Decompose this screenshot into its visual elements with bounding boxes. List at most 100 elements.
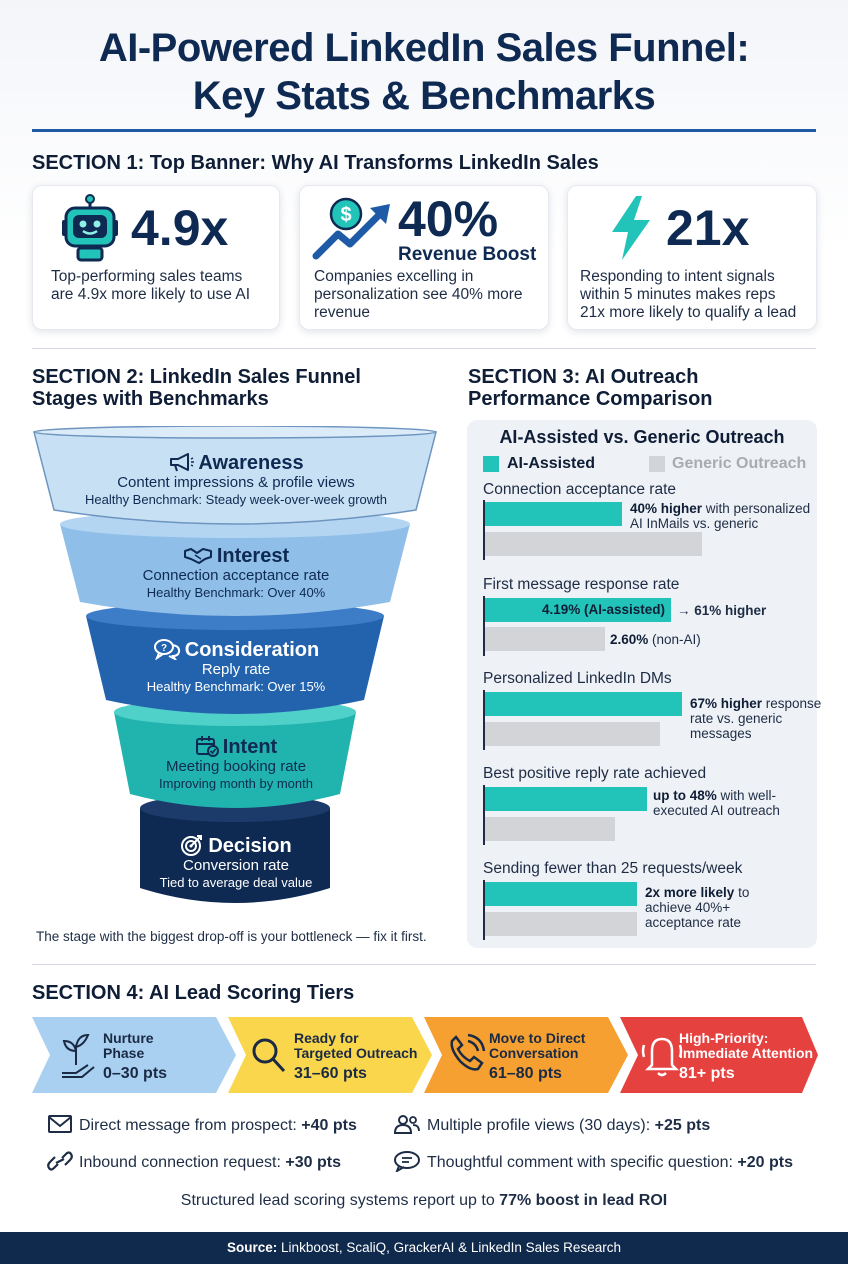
metric-note-text: with well- (716, 788, 777, 803)
stat-description-line: Top-performing sales teams (51, 268, 243, 285)
signal-inbound-connection: Inbound connection request: +30 pts (47, 1150, 341, 1172)
signal-thoughtful-comment: Thoughtful comment with specific questio… (393, 1150, 793, 1174)
metric-note-text: response (762, 696, 822, 711)
metric-note: → 61% higher (677, 603, 767, 618)
section1-heading: SECTION 1: Top Banner: Why AI Transforms… (32, 152, 599, 174)
tier-points: 81+ pts (679, 1065, 735, 1082)
tier-arrow-priority (620, 1017, 818, 1093)
source-text: Linkboost, ScaliQ, GrackerAI & LinkedIn … (277, 1240, 621, 1255)
section2-heading: SECTION 2: LinkedIn Sales Funnel Stages … (32, 366, 361, 410)
legend-label-generic: Generic Outreach (672, 455, 807, 472)
tier-name: Targeted Outreach (294, 1045, 418, 1061)
calendar-check-icon (195, 736, 219, 757)
tier-arrow-targeted (228, 1017, 432, 1093)
title-line-2: Key Stats & Benchmarks (192, 74, 656, 118)
roi-highlight: 77% boost in lead ROI (499, 1192, 668, 1209)
tier-label-nurture: Nurture Phase 0–30 pts (103, 1031, 167, 1083)
signal-direct-message: Direct message from prospect: +40 pts (47, 1114, 357, 1135)
tier-label-targeted: Ready for Targeted Outreach 31–60 pts (294, 1031, 417, 1083)
section-divider (32, 348, 816, 349)
metric-note-highlight: 2x more likely (645, 885, 735, 900)
stage-name: Consideration (184, 639, 320, 661)
stage-benchmark: Improving month by month (159, 776, 313, 791)
section2-heading-line: SECTION 2: LinkedIn Sales Funnel (32, 366, 361, 388)
metric-note-text: messages (690, 726, 752, 741)
stat-description: Responding to intent signals within 5 mi… (580, 268, 796, 322)
svg-text:$: $ (340, 204, 351, 226)
legend-swatch-ai (483, 456, 499, 472)
metric-note-highlight: 40% higher (630, 501, 703, 516)
metric-axis (483, 690, 485, 750)
legend-swatch-generic (649, 456, 665, 472)
stat-description-line: within 5 minutes makes reps (580, 286, 776, 303)
metric-axis (483, 785, 485, 845)
signal-points: +25 pts (654, 1117, 711, 1134)
tier-name: Nurture (103, 1030, 154, 1046)
metric-label: Best positive reply rate achieved (483, 765, 707, 782)
section-divider (32, 964, 816, 965)
signal-points: +40 pts (301, 1117, 357, 1134)
signal-text: Inbound connection request: (79, 1154, 286, 1171)
metric-note: 40% higher with personalized AI InMails … (630, 501, 810, 531)
metric-label: First message response rate (483, 576, 680, 593)
stage-description: Reply rate (201, 661, 271, 678)
chat-bubbles-icon: ? (153, 639, 180, 662)
stage-name: Decision (208, 835, 292, 857)
stat-description-line: 21x more likely to qualify a lead (580, 304, 797, 321)
metric-axis (483, 880, 485, 940)
roi-text: Structured lead scoring systems report u… (180, 1192, 500, 1209)
people-icon (393, 1115, 420, 1134)
tier-name: Move to Direct (489, 1030, 586, 1046)
lead-scoring-tiers (32, 1017, 818, 1093)
funnel-label-interest: Interest Connection acceptance rate Heal… (30, 545, 442, 601)
dollar-growth-icon: $ (312, 197, 390, 260)
metric-note-text: executed AI outreach (653, 803, 780, 818)
bar-ai-assisted (485, 502, 622, 526)
metric-note-text: achieve 40%+ (645, 900, 731, 915)
bar-generic (485, 722, 660, 746)
metric-note: up to 48% with well- executed AI outreac… (653, 788, 780, 818)
phone-icon (450, 1033, 486, 1071)
title-line-1: AI-Powered LinkedIn Sales Funnel: (98, 26, 750, 70)
bar-generic (485, 912, 637, 936)
bell-icon (641, 1037, 683, 1077)
bar-ai-assisted: 4.19% (AI-assisted) (485, 598, 671, 622)
metric-note-text: to (734, 885, 750, 900)
stage-benchmark: Healthy Benchmark: Steady week-over-week… (84, 492, 388, 507)
stage-name: Awareness (198, 452, 304, 474)
panel-title: AI-Assisted vs. Generic Outreach (499, 427, 785, 447)
megaphone-icon (170, 453, 195, 472)
section3-heading-line: Performance Comparison (468, 388, 713, 410)
stat-card-ai-usage: 4.9x Top-performing sales teams are 4.9x… (32, 185, 280, 330)
signal-points: +30 pts (285, 1154, 341, 1171)
section4-heading: SECTION 4: AI Lead Scoring Tiers (32, 982, 355, 1004)
metric-note-highlight: 67% higher (690, 696, 763, 711)
metric-note: 67% higher response rate vs. generic mes… (690, 696, 821, 741)
svg-text:?: ? (161, 643, 167, 654)
metric-axis (483, 596, 485, 656)
stat-value: 40% (398, 191, 499, 247)
stage-benchmark: Healthy Benchmark: Over 40% (146, 585, 326, 600)
signal-text: Thoughtful comment with specific questio… (427, 1154, 738, 1171)
metric-axis (483, 500, 485, 560)
section2-heading-line: Stages with Benchmarks (32, 388, 269, 410)
stage-description: Conversion rate (183, 857, 289, 874)
stat-value: 21x (666, 200, 750, 256)
stat-card-intent: 21x Responding to intent signals within … (567, 185, 817, 330)
bar-ai-assisted (485, 787, 647, 811)
metric-note: 2x more likely to achieve 40%+ acceptanc… (645, 885, 749, 930)
roi-statement: Structured lead scoring systems report u… (0, 1192, 848, 1210)
funnel-stage-awareness (33, 426, 437, 525)
stage-benchmark: Healthy Benchmark: Over 15% (146, 679, 326, 694)
funnel-label-decision: Decision Conversion rate Tied to average… (30, 834, 442, 891)
metric-note-text: AI InMails vs. generic (630, 516, 759, 531)
stage-name: Interest (216, 545, 290, 567)
funnel-label-consideration: ? Consideration Reply rate Healthy Bench… (30, 638, 442, 695)
tier-name: Ready for (294, 1030, 359, 1046)
stat-description: Top-performing sales teams are 4.9x more… (51, 268, 250, 304)
metric-note-text: (non-AI) (648, 632, 701, 647)
legend-label-ai: AI-Assisted (507, 455, 596, 472)
metric-note-text: acceptance rate (645, 915, 742, 930)
source-label: Source: (227, 1240, 278, 1255)
stat-description-line: revenue (314, 304, 371, 321)
